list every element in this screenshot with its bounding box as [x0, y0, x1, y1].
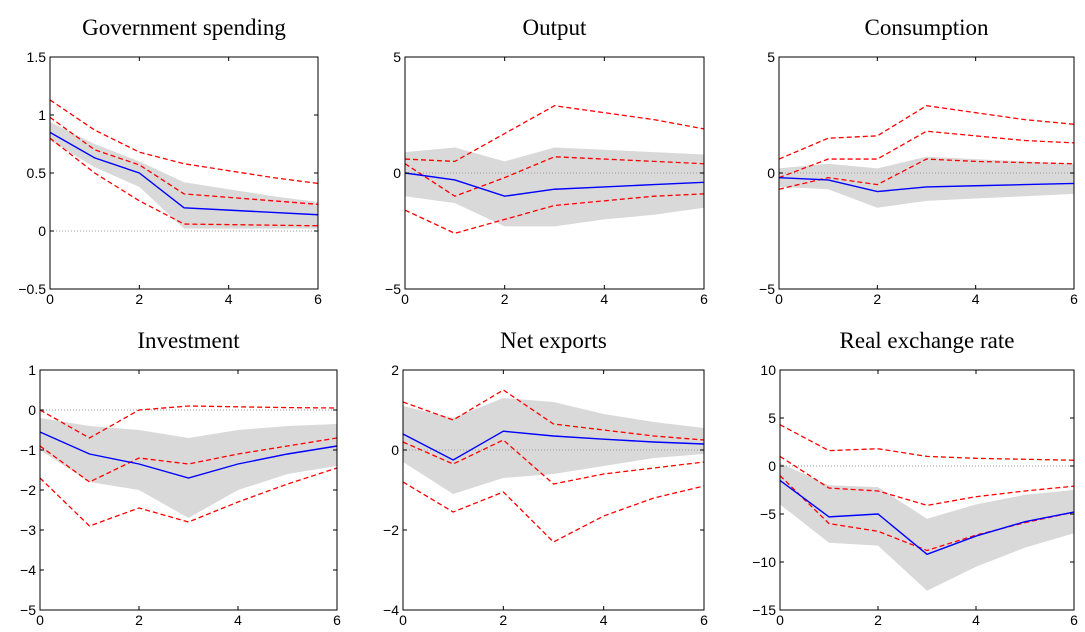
band-line: [404, 156, 705, 197]
band-line: [49, 116, 319, 205]
chart-panel: 0 2 4 6 −15 −10 −5 0 5 10 Real exchange rate: [752, 328, 1078, 628]
panel-title: Consumption: [865, 15, 989, 40]
shaded-band: [40, 418, 337, 518]
x-tick-label: 0: [399, 612, 407, 628]
y-tick-label: −10: [752, 554, 776, 570]
band-line: [779, 424, 1075, 461]
x-tick-label: 4: [600, 291, 608, 307]
x-tick-label: 2: [135, 291, 143, 307]
band-line: [402, 439, 705, 485]
y-tick-label: 0: [767, 165, 775, 181]
x-tick-label: 0: [775, 291, 783, 307]
band-line: [778, 130, 1075, 179]
y-tick-label: −2: [20, 482, 36, 498]
y-tick-label: −5: [759, 281, 775, 297]
band-line: [404, 105, 705, 163]
axes-border: [402, 369, 705, 611]
band-line: [49, 99, 319, 185]
panel-title: Net exports: [500, 328, 607, 353]
x-tick-label: 0: [776, 612, 784, 628]
y-tick-label: 0: [391, 442, 399, 458]
x-tick-label: 2: [501, 291, 509, 307]
y-tick-label: 0: [28, 402, 36, 418]
x-tick-label: 6: [700, 291, 708, 307]
median-line: [49, 131, 319, 216]
median-line: [404, 172, 705, 197]
y-tick-label: −15: [752, 602, 776, 618]
band-line: [39, 405, 338, 439]
axes-frame: [49, 56, 319, 290]
x-tick-label: 0: [36, 612, 44, 628]
band-line: [402, 389, 705, 441]
y-tick-label: 5: [393, 49, 401, 65]
chart-panel: 0 2 4 6 −5 −4 −3 −2 −1 0 1 Investment: [20, 328, 341, 628]
shaded-band: [779, 156, 1074, 208]
median-line: [402, 430, 705, 461]
band-line: [404, 193, 705, 235]
median-line: [778, 176, 1075, 193]
y-tick-label: 10: [760, 362, 776, 378]
chart-panel: 0 2 4 6 −4 −2 0 2 Net exports: [383, 328, 708, 628]
x-tick-label: 2: [873, 291, 881, 307]
x-tick-label: 2: [135, 612, 143, 628]
y-tick-label: 0: [393, 165, 401, 181]
x-tick-label: 4: [600, 612, 608, 628]
y-tick-label: 0: [768, 458, 776, 474]
y-tick-label: 2: [391, 362, 399, 378]
shaded-band: [50, 121, 318, 229]
x-tick-label: 2: [499, 612, 507, 628]
shaded-band: [405, 147, 704, 227]
x-tick-label: 6: [314, 291, 322, 307]
y-tick-label: −3: [20, 522, 36, 538]
panel-title: Output: [523, 15, 588, 40]
y-tick-label: 1: [38, 107, 46, 123]
x-tick-label: 4: [225, 291, 233, 307]
y-tick-label: 5: [768, 410, 776, 426]
band-line: [778, 105, 1075, 160]
median-line: [779, 479, 1075, 556]
shaded-band: [780, 463, 1074, 591]
band-line: [779, 455, 1075, 507]
y-tick-label: −5: [20, 602, 36, 618]
band-line: [49, 137, 319, 227]
panel-title: Real exchange rate: [840, 328, 1015, 353]
band-line: [39, 467, 338, 527]
y-tick-label: 0: [38, 223, 46, 239]
band-line: [778, 158, 1075, 190]
y-tick-label: 1.5: [27, 49, 47, 65]
y-tick-label: −2: [383, 522, 399, 538]
x-tick-label: 4: [972, 612, 980, 628]
x-tick-label: 6: [333, 612, 341, 628]
y-tick-label: −4: [20, 562, 36, 578]
y-tick-label: 5: [767, 49, 775, 65]
y-tick-label: −1: [20, 442, 36, 458]
y-tick-label: −5: [760, 506, 776, 522]
band-line: [779, 475, 1075, 552]
panel-title: Investment: [137, 328, 240, 353]
x-tick-label: 6: [1070, 291, 1078, 307]
x-tick-label: 4: [234, 612, 242, 628]
y-tick-label: 1: [28, 362, 36, 378]
y-tick-label: −4: [383, 602, 399, 618]
x-tick-label: 6: [700, 612, 708, 628]
y-tick-label: −5: [385, 281, 401, 297]
x-tick-label: 0: [46, 291, 54, 307]
axes-border: [779, 369, 1075, 611]
x-tick-label: 0: [401, 291, 409, 307]
panel-title: Government spending: [82, 15, 286, 40]
y-tick-label: −0.5: [18, 281, 46, 297]
band-line: [402, 481, 705, 543]
y-tick-label: 0.5: [27, 165, 47, 181]
x-tick-label: 2: [874, 612, 882, 628]
band-line: [39, 437, 338, 483]
median-line: [39, 431, 338, 479]
shaded-band: [403, 398, 704, 494]
x-tick-label: 6: [1070, 612, 1078, 628]
x-tick-label: 4: [972, 291, 980, 307]
